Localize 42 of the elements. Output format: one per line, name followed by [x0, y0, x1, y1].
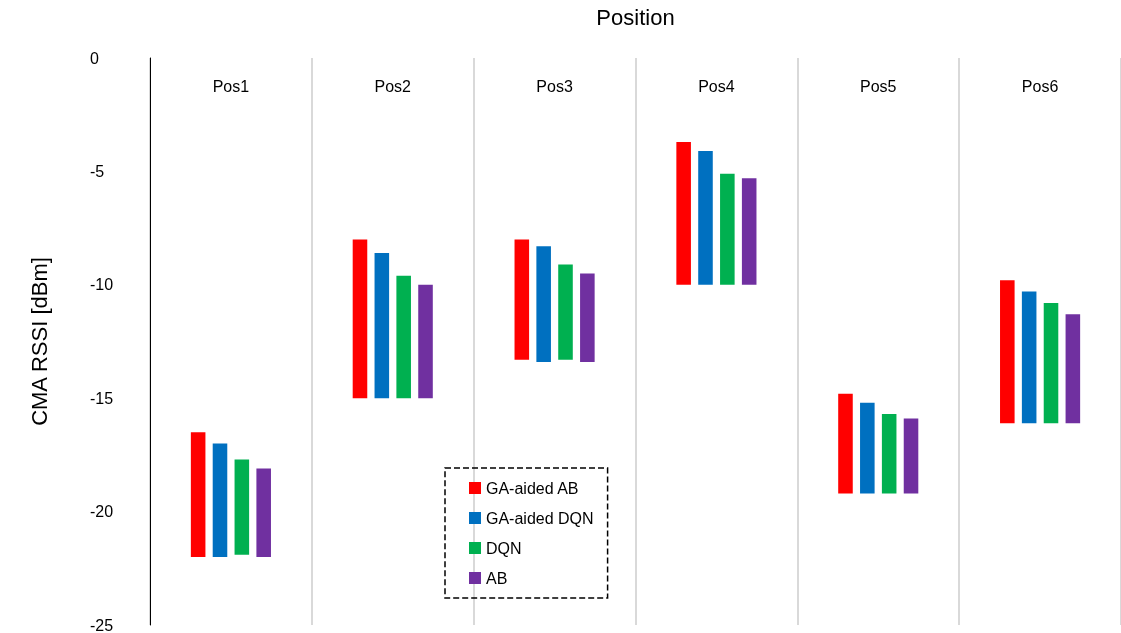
x-tick-label: Pos3	[536, 77, 573, 95]
bar	[190, 432, 206, 557]
y-tick-label: -25	[90, 616, 114, 633]
bar	[1043, 302, 1059, 424]
y-tick-label: -15	[90, 389, 114, 407]
x-tick-label: Pos4	[698, 77, 735, 95]
bar	[838, 393, 853, 494]
bar	[741, 178, 757, 285]
bar	[514, 239, 530, 360]
bar	[1065, 314, 1081, 424]
bar	[676, 141, 691, 285]
bar	[212, 443, 228, 557]
x-axis-title: Position	[596, 4, 675, 30]
legend-label: AB	[486, 569, 508, 587]
bar	[536, 246, 551, 362]
x-tick-label: Pos5	[860, 77, 897, 95]
x-tick-label: Pos1	[212, 77, 250, 95]
bar	[698, 150, 713, 285]
bar	[903, 418, 919, 494]
y-axis-title: CMA RSSI [dBm]	[26, 257, 52, 426]
legend-label: GA-aided AB	[486, 479, 579, 497]
bar	[860, 402, 875, 494]
y-tick-label: -5	[90, 162, 105, 180]
bar	[396, 275, 411, 399]
bar	[374, 253, 390, 399]
bar	[352, 239, 368, 399]
y-tick-label: 0	[90, 49, 99, 67]
bar	[1000, 280, 1015, 424]
legend-label: DQN	[486, 539, 522, 557]
y-tick-label: -20	[90, 503, 114, 521]
bar	[418, 284, 433, 399]
bar	[580, 273, 595, 362]
bar	[1021, 291, 1037, 424]
bar	[234, 459, 250, 555]
x-tick-label: Pos2	[374, 77, 412, 95]
bar	[881, 414, 897, 494]
bar	[558, 264, 573, 360]
x-tick-label: Pos6	[1021, 77, 1059, 95]
y-tick-label: -10	[90, 276, 114, 294]
legend-label: GA-aided DQN	[486, 509, 594, 527]
bar	[720, 173, 735, 285]
bar	[256, 468, 271, 557]
